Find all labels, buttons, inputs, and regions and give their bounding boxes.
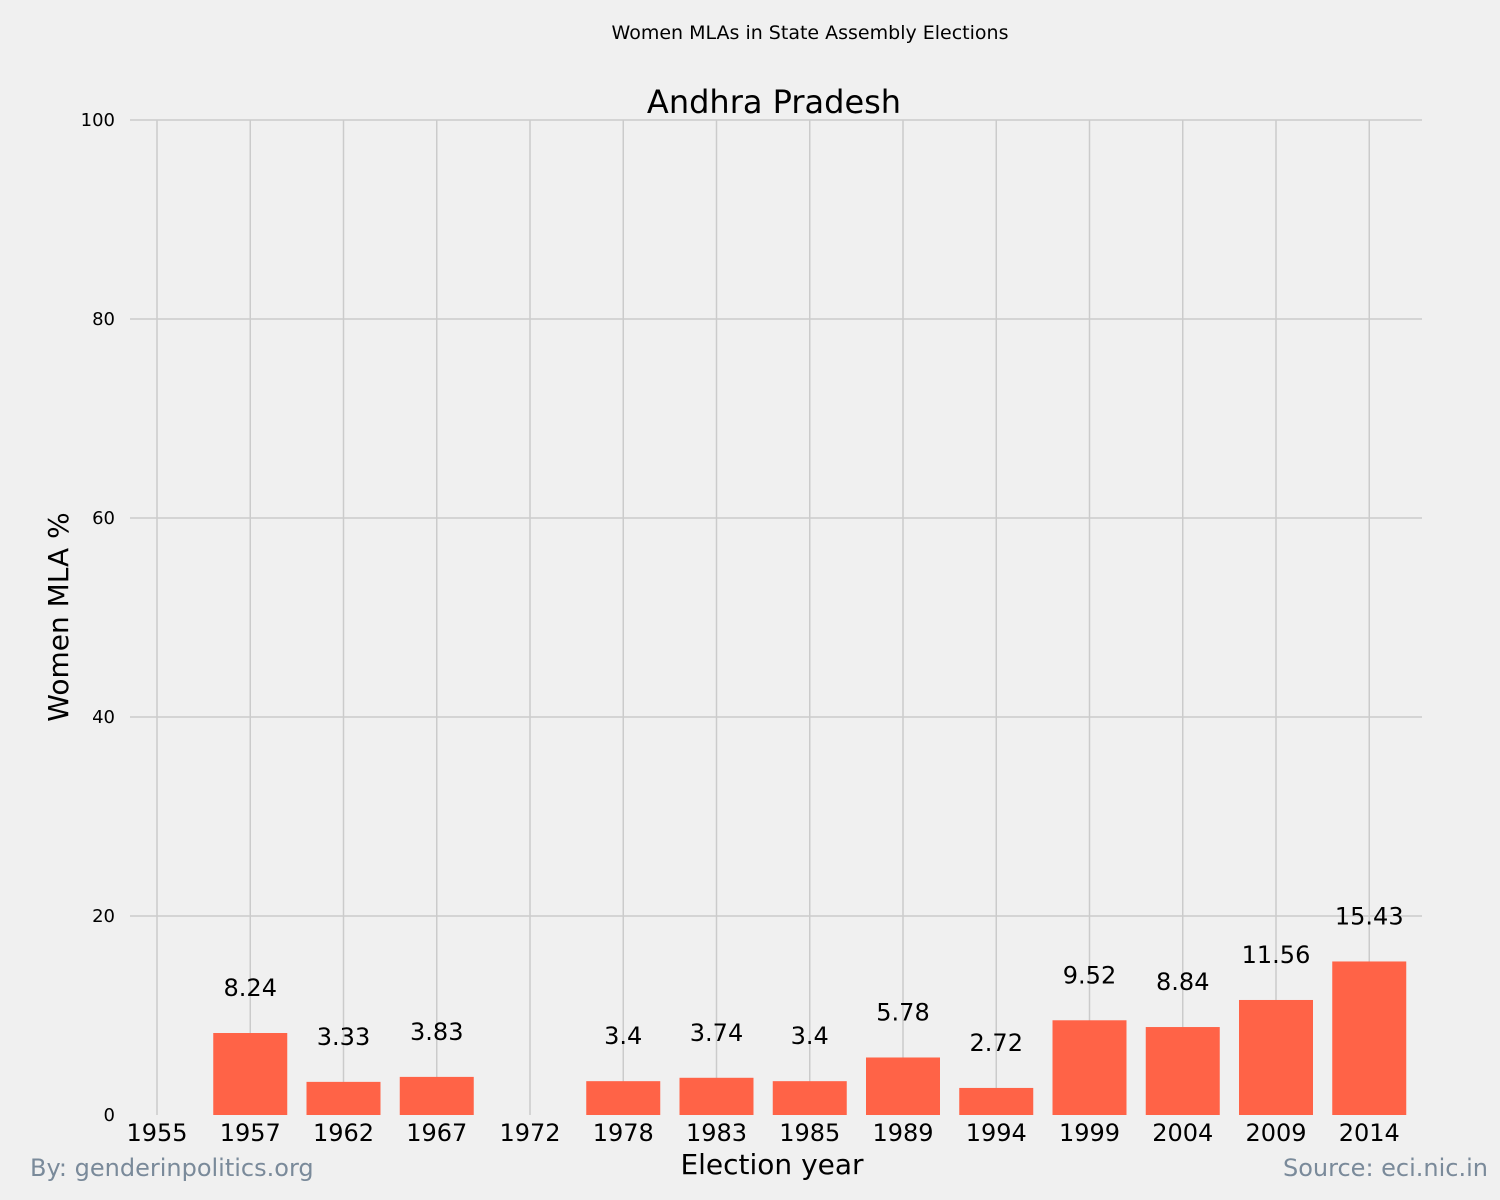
data-label-1978: 3.4	[604, 1022, 642, 1050]
data-label-2009: 11.56	[1242, 941, 1311, 969]
x-tick-label-1999: 1999	[1059, 1119, 1120, 1147]
data-label-2014: 15.43	[1335, 902, 1404, 930]
y-axis-ticks: 0 20 40 60 80 100	[81, 110, 115, 1126]
bar-1962	[306, 1081, 381, 1115]
bar-1978	[586, 1081, 661, 1115]
bar-2009	[1239, 999, 1313, 1115]
data-label-1989: 5.78	[876, 998, 929, 1026]
chart-suptitle: Women MLAs in State Assembly Elections	[612, 22, 1009, 44]
x-tick-label-1962: 1962	[313, 1119, 374, 1147]
data-labels: 8.24 3.33 3.83 3.4 3.74 3.4 5.78 2.72 9.52 8.84 11…	[224, 902, 1404, 1056]
bar-1985	[772, 1081, 847, 1115]
bar-1999	[1052, 1020, 1127, 1115]
bar-2014	[1332, 961, 1407, 1115]
x-axis-ticks: 1955 1957 1962 1967 1972 1978 1983 1985 1989 1994…	[126, 1119, 1399, 1147]
x-tick-label-1957: 1957	[220, 1119, 281, 1147]
x-tick-label-1983: 1983	[686, 1119, 747, 1147]
x-tick-label-1978: 1978	[593, 1119, 654, 1147]
bar-2004	[1145, 1027, 1220, 1115]
data-label-2004: 8.84	[1156, 968, 1209, 996]
y-axis-label: Women MLA %	[42, 512, 75, 721]
y-tick-label: 60	[92, 508, 115, 529]
x-tick-label-1967: 1967	[406, 1119, 467, 1147]
data-label-1983: 3.74	[690, 1019, 743, 1047]
y-tick-label: 0	[104, 1105, 115, 1126]
bar-1994	[959, 1087, 1034, 1115]
x-tick-label-2014: 2014	[1339, 1119, 1400, 1147]
bar-1983	[679, 1077, 754, 1115]
y-tick-label: 40	[92, 707, 115, 728]
x-tick-label-1989: 1989	[872, 1119, 933, 1147]
bar-1957	[213, 1033, 288, 1115]
grid	[130, 119, 1422, 1115]
x-tick-label-2009: 2009	[1245, 1119, 1306, 1147]
data-label-1994: 2.72	[970, 1029, 1023, 1057]
data-label-1985: 3.4	[791, 1022, 829, 1050]
x-tick-label-1994: 1994	[966, 1119, 1027, 1147]
data-label-1999: 9.52	[1063, 961, 1116, 989]
bars	[213, 961, 1407, 1115]
x-tick-label-1972: 1972	[499, 1119, 560, 1147]
footer-credit: By: genderinpolitics.org	[30, 1154, 314, 1182]
bar-1989	[866, 1057, 940, 1115]
chart-title: Andhra Pradesh	[647, 83, 901, 121]
data-label-1967: 3.83	[410, 1018, 463, 1046]
data-label-1957: 8.24	[224, 974, 277, 1002]
y-tick-label: 20	[92, 906, 115, 927]
x-tick-label-1985: 1985	[779, 1119, 840, 1147]
x-tick-label-1955: 1955	[126, 1119, 187, 1147]
bar-1967	[399, 1076, 474, 1115]
footer-source: Source: eci.nic.in	[1283, 1154, 1488, 1182]
y-tick-label: 80	[92, 309, 115, 330]
x-axis-label: Election year	[680, 1148, 864, 1181]
data-label-1962: 3.33	[317, 1023, 370, 1051]
y-tick-label: 100	[81, 110, 115, 131]
x-tick-label-2004: 2004	[1152, 1119, 1213, 1147]
